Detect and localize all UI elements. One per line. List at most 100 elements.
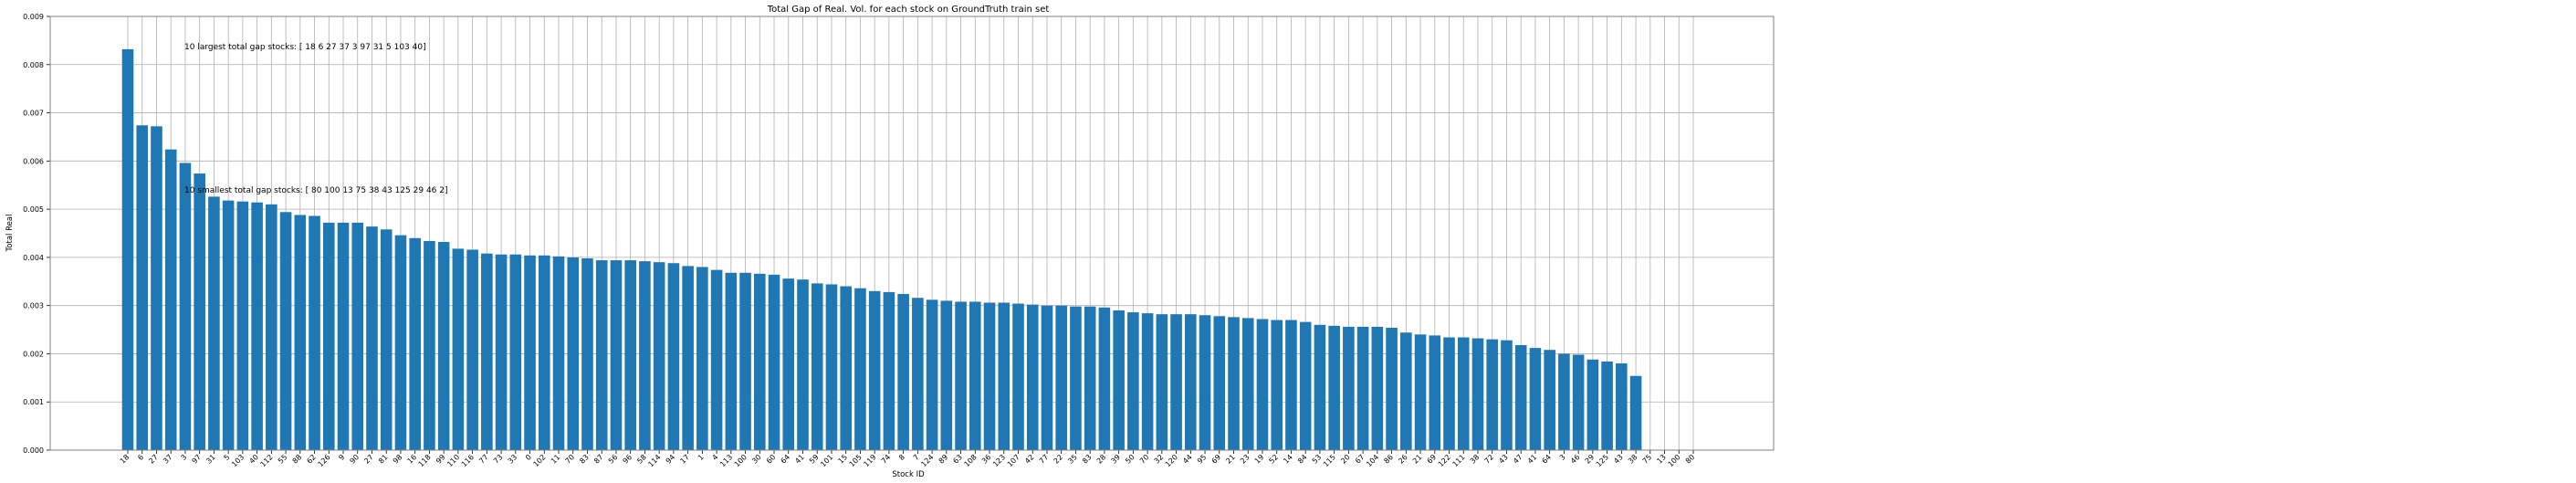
bar-61 (983, 302, 996, 450)
x-tick-label: 83 (1081, 453, 1094, 466)
bar-47 (782, 278, 795, 450)
x-tick-label: 95 (1196, 453, 1209, 466)
bar-91 (1414, 334, 1427, 450)
x-tick-label: 56 (607, 453, 620, 466)
bar-16 (337, 222, 350, 450)
bar-78 (1228, 317, 1240, 450)
bar-20 (394, 235, 407, 450)
bar-37 (639, 261, 651, 450)
x-tick-label: 110 (445, 453, 461, 468)
bar-18 (366, 226, 378, 450)
bar-25 (466, 249, 478, 450)
x-tick-label: 18 (119, 453, 131, 466)
x-tick-label: 30 (750, 453, 763, 466)
x-tick-label: 123 (991, 453, 1007, 468)
x-tick-label: 94 (665, 453, 677, 466)
x-tick-label: 1 (696, 453, 706, 462)
bar-8 (222, 200, 235, 450)
x-tick-label: 27 (362, 453, 375, 466)
x-tick-label: 89 (937, 453, 950, 466)
bar-10 (251, 202, 263, 450)
x-tick-label: 38 (1469, 453, 1482, 466)
bar-45 (754, 273, 766, 450)
x-tick-label: 14 (1282, 453, 1294, 466)
bar-80 (1256, 319, 1269, 450)
bar-38 (653, 262, 665, 450)
x-tick-label: 126 (317, 453, 332, 468)
x-tick-label: 20 (1339, 453, 1352, 466)
x-tick-label: 120 (1164, 453, 1179, 468)
x-tick-label: 35 (1066, 453, 1079, 466)
bar-31 (552, 256, 565, 450)
grid-lines (50, 16, 1774, 451)
bar-19 (380, 229, 393, 450)
x-tick-label: 3 (1558, 453, 1567, 462)
x-tick-label: 64 (1541, 453, 1554, 466)
x-tick-label: 43 (1612, 453, 1625, 466)
bar-102 (1572, 354, 1585, 450)
x-tick-label: 6 (136, 453, 145, 462)
bar-73 (1156, 314, 1168, 450)
x-tick-label: 39 (1109, 453, 1122, 466)
x-tick-label: 102 (532, 453, 548, 468)
bar-101 (1558, 353, 1570, 450)
x-tick-label: 64 (780, 453, 792, 466)
x-tick-label: 11 (550, 453, 562, 466)
bar-49 (811, 283, 823, 450)
bar-39 (667, 263, 680, 450)
y-tick-label: 0.006 (23, 157, 44, 165)
bars-group (121, 48, 1642, 451)
bar-50 (825, 284, 838, 450)
bar-75 (1185, 314, 1197, 450)
x-tick-label: 112 (259, 453, 275, 468)
chart-title: Total Gap of Real. Vol. for each stock o… (767, 5, 1050, 15)
bar-14 (309, 215, 320, 450)
x-tick-label: 86 (1382, 453, 1395, 466)
x-tick-label: 47 (1512, 453, 1524, 466)
x-tick-label: 70 (564, 453, 577, 466)
x-tick-label: 21 (1224, 453, 1237, 466)
bar-65 (1041, 305, 1053, 450)
x-tick-label: 50 (1124, 453, 1136, 466)
bar-58 (940, 300, 953, 450)
bar-53 (868, 290, 881, 450)
bar-1 (121, 48, 134, 451)
x-tick-label: 22 (1052, 453, 1065, 466)
bar-99 (1529, 348, 1542, 450)
bar-64 (1026, 304, 1039, 450)
bar-82 (1285, 320, 1297, 450)
x-tick-label: 124 (919, 453, 935, 468)
x-tick-label: 88 (291, 453, 304, 466)
x-tick-label: 84 (1296, 453, 1309, 466)
bar-17 (351, 222, 364, 450)
bar-97 (1501, 340, 1513, 450)
y-tick-label: 0.002 (23, 350, 44, 358)
bar-32 (567, 257, 580, 450)
bar-55 (897, 294, 909, 450)
x-tick-label: 46 (1569, 453, 1582, 466)
bar-54 (883, 291, 895, 450)
bar-52 (854, 288, 866, 450)
x-tick-label: 113 (718, 453, 734, 468)
bar-103 (1586, 359, 1599, 450)
bar-41 (696, 267, 708, 450)
bar-66 (1055, 305, 1067, 450)
bar-79 (1241, 318, 1254, 450)
x-tick-label: 108 (963, 453, 979, 468)
bar-13 (294, 215, 307, 450)
x-tick-label: 19 (1253, 453, 1266, 466)
bar-95 (1471, 338, 1484, 450)
bar-90 (1400, 332, 1412, 450)
x-tick-label: 37 (162, 453, 174, 466)
x-tick-label: 31 (204, 453, 217, 466)
bar-23 (437, 242, 450, 450)
x-tick-label: 7 (912, 453, 921, 462)
y-axis-label: Total Real (5, 215, 15, 253)
bar-35 (610, 260, 623, 450)
bar-21 (409, 237, 421, 450)
bar-63 (1012, 303, 1024, 450)
x-tick-label: 83 (578, 453, 591, 466)
bar-6 (194, 173, 205, 451)
bar-72 (1141, 313, 1154, 450)
